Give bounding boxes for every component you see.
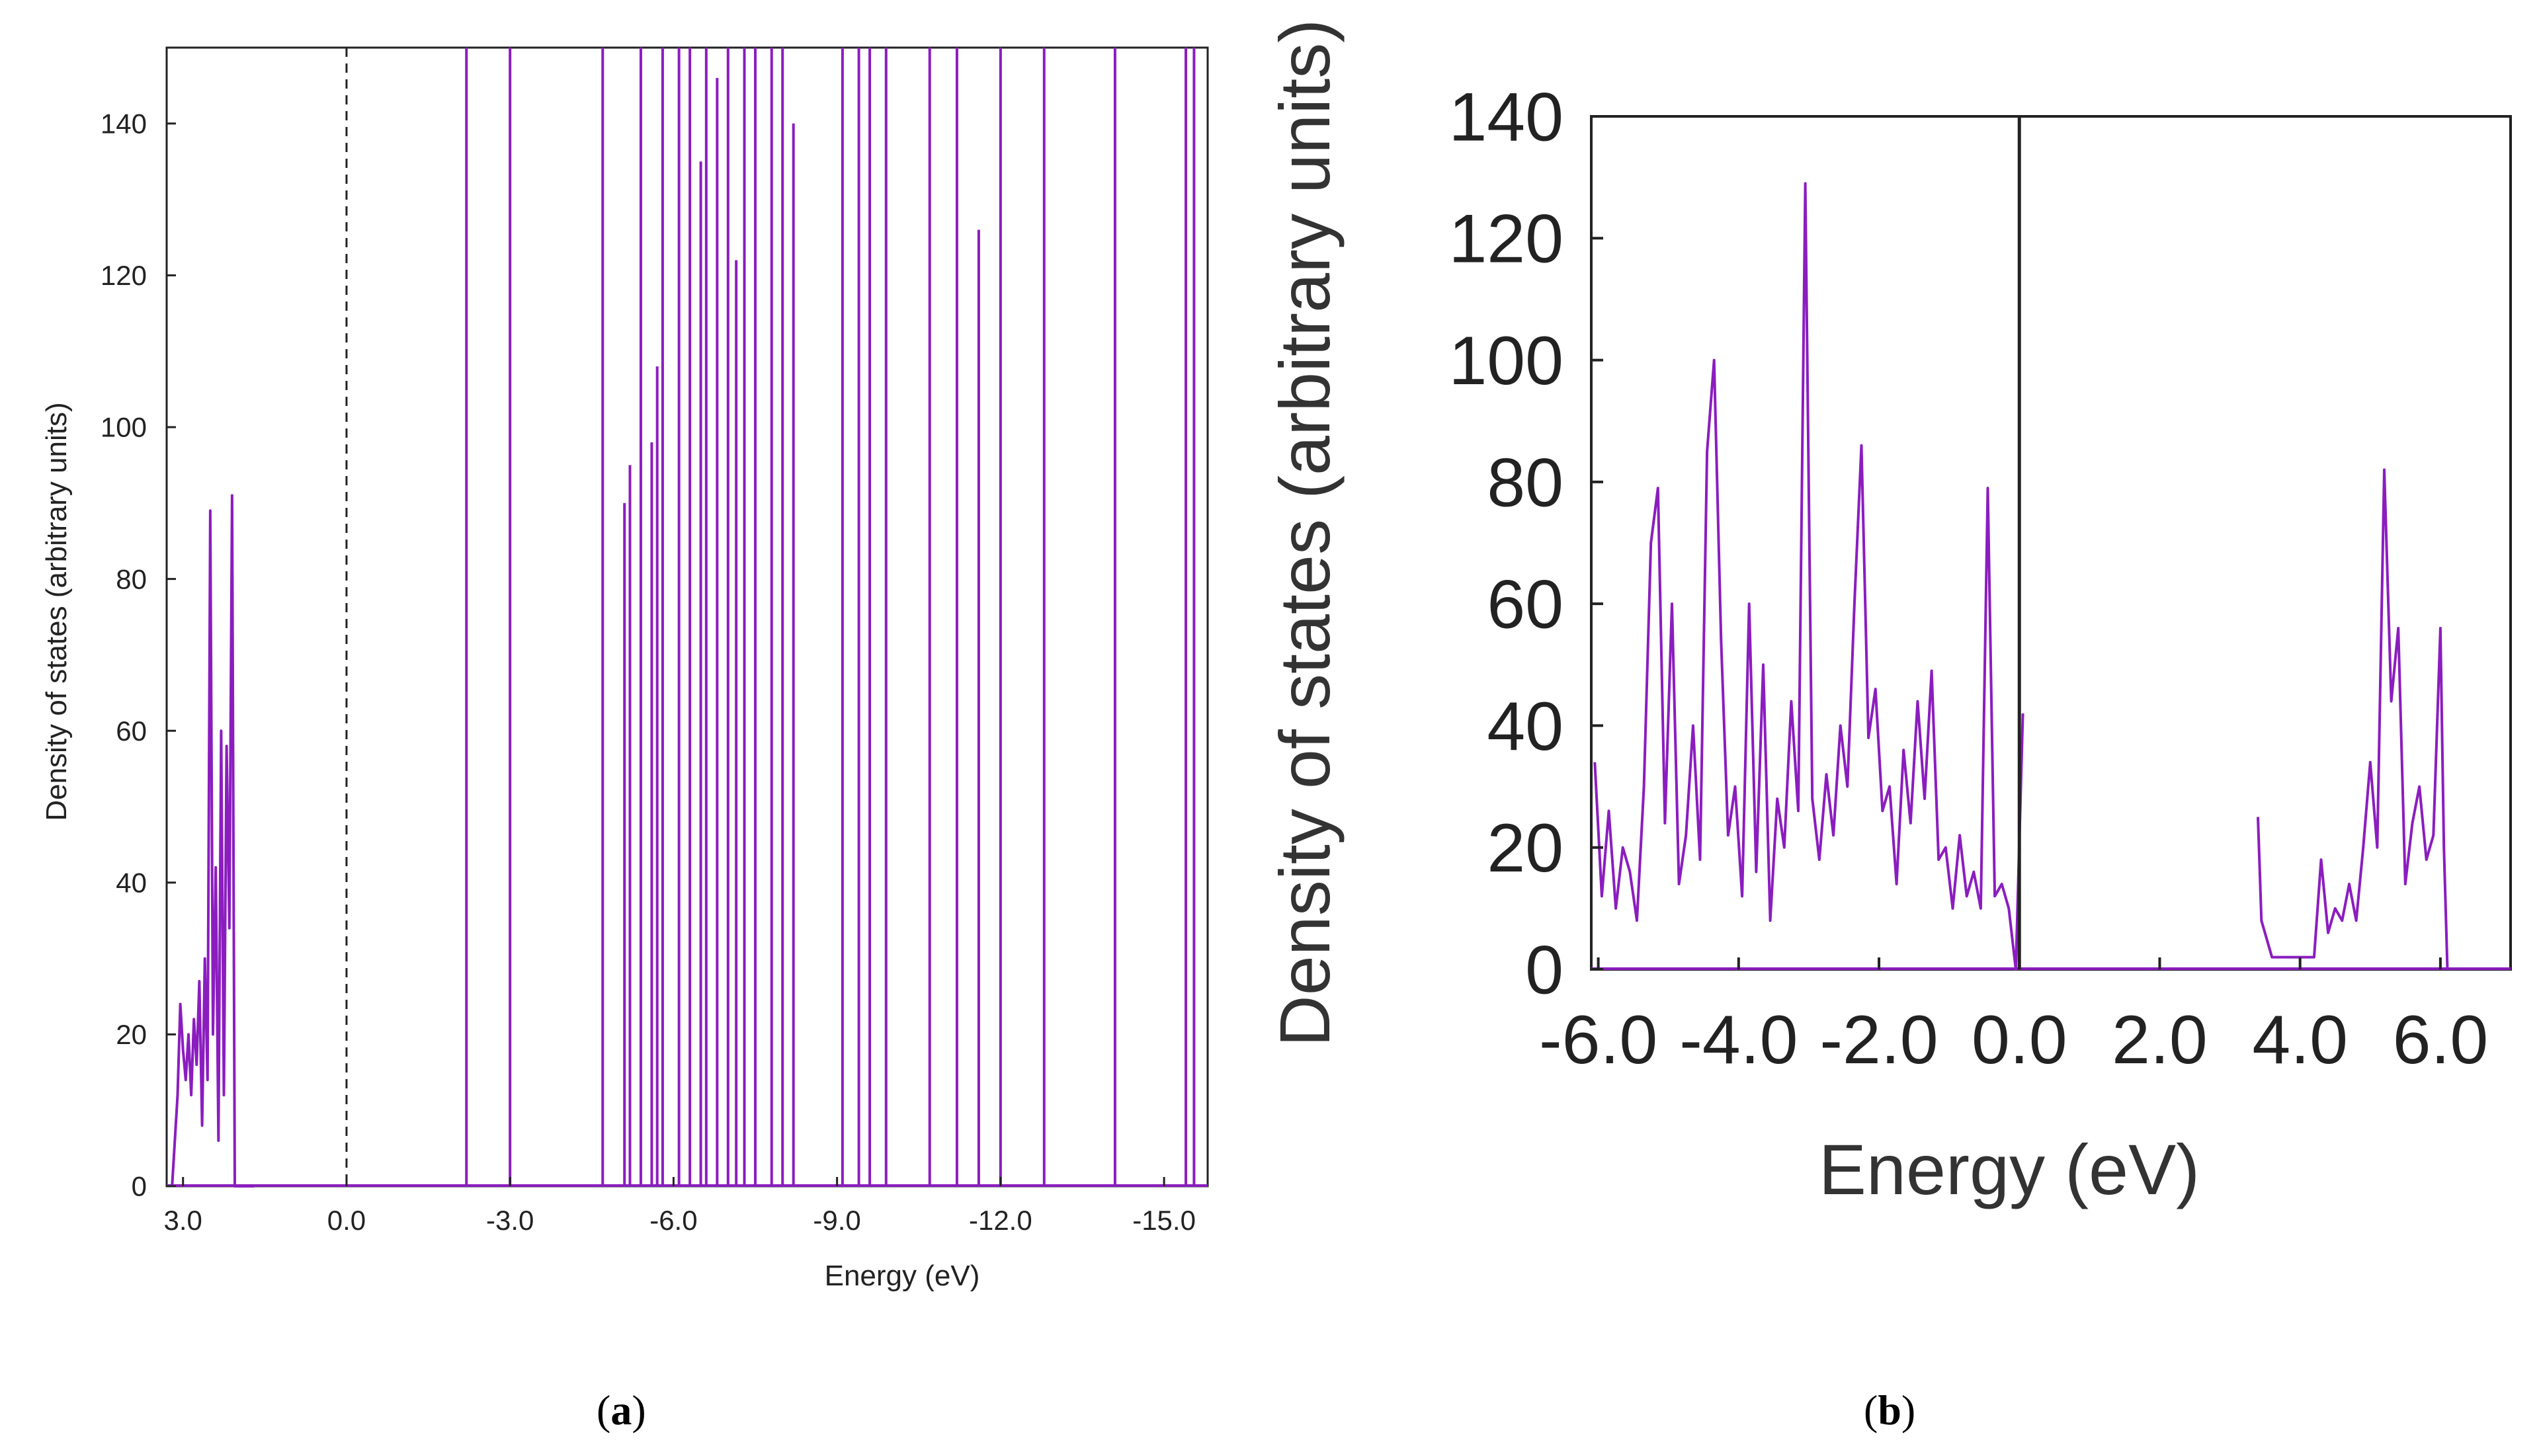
panel-a-y-tick-label: 100 (101, 412, 147, 443)
panel-b-caption: (b) (1864, 1387, 1916, 1434)
panel-b-series-0-line (1593, 182, 2024, 971)
panel-b-x-axis-label: Energy (eV) (1819, 1129, 2200, 1209)
panel-a-x-tick-label: -3.0 (486, 1205, 534, 1236)
panel-b-x-tick-label: 0.0 (1972, 1002, 2067, 1078)
panel-a-x-tick-label: 3.0 (164, 1205, 202, 1236)
panel-b-x-tick-label: -2.0 (1819, 1002, 1938, 1078)
panel-a-y-tick-label: 120 (101, 260, 147, 291)
panel-b-y-tick-label: 20 (1487, 810, 1563, 887)
panel-b-y-tick-label: 120 (1448, 201, 1563, 278)
panel-a-x-tick-label: 0.0 (327, 1205, 366, 1236)
panel-a-chart: 0 20 40 60 80 100 120 140 3.0 0.0 -3.0 -6.0 -9.0 -12.… (40, 46, 1209, 1292)
panel-a-y-tick-label: 0 (132, 1171, 147, 1202)
panel-b-y-axis-label: Density of states (arbitrary units) (1265, 19, 1345, 1047)
panel-a-y-tick-label: 40 (116, 868, 147, 899)
panel-a-marks (167, 48, 1208, 1188)
panel-a-x-tick-label: -9.0 (813, 1205, 860, 1236)
panel-b-y-tick-label: 80 (1487, 444, 1563, 521)
panel-a-x-tick-label: -12.0 (969, 1205, 1032, 1236)
panel-b-y-tick-label: 40 (1487, 688, 1563, 765)
panel-b-axes: 0 20 40 60 80 100 120 140 -6.0 -4.0 -2.0 0.0 2.0 4.0 6… (1448, 79, 2488, 1078)
panel-a-y-tick-label: 140 (101, 108, 147, 140)
panel-b-x-tick-label: 4.0 (2252, 1002, 2348, 1078)
panel-a-plot-frame (165, 46, 1209, 1188)
panel-a-letter: a (610, 1387, 632, 1434)
panel-a-y-tick-label: 80 (116, 563, 147, 594)
panel-b-x-tick-label: -6.0 (1539, 1002, 1657, 1078)
panel-a-x-tick-label: -6.0 (649, 1205, 697, 1236)
panel-b-y-tick-label: 140 (1448, 79, 1563, 155)
panel-a-x-tick-label: -15.0 (1132, 1205, 1196, 1236)
panel-b-x-tick-label: -4.0 (1679, 1002, 1798, 1078)
panel-a-y-axis-label: Density of states (arbitrary units) (40, 402, 73, 821)
panel-a-series-0-line (171, 494, 254, 1188)
panel-a-y-tick-label: 60 (116, 715, 147, 747)
panel-b-marks (1591, 182, 2511, 971)
panel-b-letter: b (1878, 1387, 1901, 1434)
panel-b-x-tick-label: 2.0 (2112, 1002, 2208, 1078)
panel-b-chart: 0 20 40 60 80 100 120 140 -6.0 -4.0 -2.0 0.0 2.0 4.0 6… (1265, 19, 2512, 1209)
panel-b-x-tick-label: 6.0 (2393, 1002, 2489, 1078)
panel-a-y-tick-label: 20 (116, 1019, 147, 1050)
panel-a-x-axis-label: Energy (eV) (825, 1260, 980, 1292)
panel-b-plot-frame (1590, 115, 2512, 971)
panel-a-caption: (a) (597, 1387, 646, 1434)
panel-b-y-tick-label: 60 (1487, 567, 1563, 643)
panel-a-axes: 0 20 40 60 80 100 120 140 3.0 0.0 -3.0 -6.0 -9.0 -12.… (101, 48, 1196, 1236)
panel-b-series-1-line (2257, 468, 2449, 970)
panel-b-y-tick-label: 100 (1448, 323, 1563, 399)
panel-b-y-tick-label: 0 (1525, 932, 1563, 1008)
